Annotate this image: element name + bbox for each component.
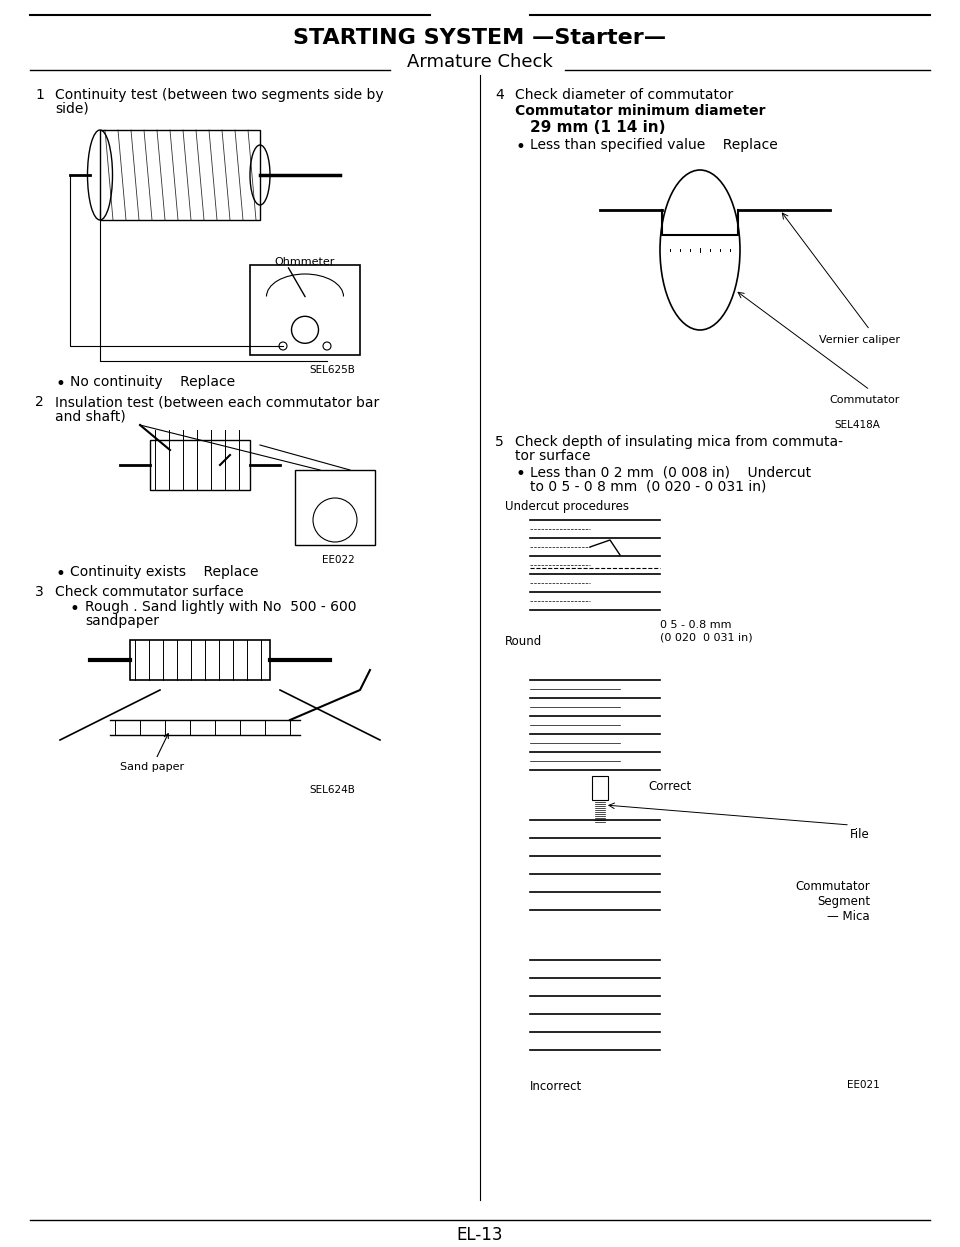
- Bar: [150, 440, 250, 490]
- Text: Incorrect: Incorrect: [530, 1080, 583, 1094]
- Text: Commutator: Commutator: [829, 395, 900, 405]
- Text: EE021: EE021: [848, 1080, 880, 1090]
- Text: •: •: [515, 138, 525, 156]
- Text: Ohmmeter: Ohmmeter: [275, 257, 335, 267]
- Text: sandpaper: sandpaper: [85, 614, 159, 628]
- Text: File: File: [851, 828, 870, 840]
- Text: (0 020  0 031 in): (0 020 0 031 in): [660, 633, 753, 643]
- Text: Check commutator surface: Check commutator surface: [55, 585, 244, 599]
- Text: side): side): [55, 102, 88, 116]
- Text: Less than specified value    Replace: Less than specified value Replace: [530, 138, 778, 152]
- Text: No continuity    Replace: No continuity Replace: [70, 375, 235, 389]
- Text: •: •: [55, 565, 65, 584]
- Text: EL-13: EL-13: [457, 1226, 503, 1245]
- Bar: [100, 130, 260, 219]
- Text: Sand paper: Sand paper: [120, 733, 184, 772]
- Bar: [295, 470, 375, 545]
- Text: 1: 1: [35, 89, 44, 102]
- Bar: [592, 776, 608, 801]
- Text: Correct: Correct: [648, 781, 691, 793]
- Text: Continuity exists    Replace: Continuity exists Replace: [70, 565, 258, 579]
- Text: Rough . Sand lightly with No  500 - 600: Rough . Sand lightly with No 500 - 600: [85, 600, 356, 614]
- Text: tor surface: tor surface: [515, 449, 590, 463]
- Text: 29 mm (1 14 in): 29 mm (1 14 in): [530, 120, 665, 135]
- Text: Segment: Segment: [817, 895, 870, 908]
- Text: Less than 0 2 mm  (0 008 in)    Undercut: Less than 0 2 mm (0 008 in) Undercut: [530, 465, 811, 479]
- Text: Insulation test (between each commutator bar: Insulation test (between each commutator…: [55, 395, 379, 409]
- Text: •: •: [55, 375, 65, 393]
- Text: to 0 5 - 0 8 mm  (0 020 - 0 031 in): to 0 5 - 0 8 mm (0 020 - 0 031 in): [530, 479, 766, 493]
- Text: Commutator: Commutator: [795, 880, 870, 893]
- Text: SEL625B: SEL625B: [309, 365, 355, 375]
- Text: 2: 2: [35, 395, 44, 409]
- Text: •: •: [70, 600, 80, 619]
- Text: Continuity test (between two segments side by: Continuity test (between two segments si…: [55, 89, 384, 102]
- Text: Commutator minimum diameter: Commutator minimum diameter: [515, 104, 765, 118]
- Text: Armature Check: Armature Check: [407, 54, 553, 71]
- Text: Vernier caliper: Vernier caliper: [819, 335, 900, 345]
- Text: SEL418A: SEL418A: [834, 420, 880, 430]
- Text: •: •: [515, 465, 525, 483]
- Text: 3: 3: [35, 585, 44, 599]
- Bar: [250, 266, 360, 355]
- Text: STARTING SYSTEM —Starter—: STARTING SYSTEM —Starter—: [294, 27, 666, 47]
- Text: 4: 4: [495, 89, 504, 102]
- Text: 5: 5: [495, 435, 504, 449]
- Text: Check diameter of commutator: Check diameter of commutator: [515, 89, 733, 102]
- Text: Round: Round: [505, 635, 542, 648]
- Text: and shaft): and shaft): [55, 409, 126, 423]
- Text: — Mica: — Mica: [828, 910, 870, 923]
- Text: Undercut procedures: Undercut procedures: [505, 500, 629, 513]
- Text: EE022: EE022: [323, 555, 355, 565]
- Text: Check depth of insulating mica from commuta-: Check depth of insulating mica from comm…: [515, 435, 843, 449]
- Bar: [130, 640, 270, 680]
- Text: 0 5 - 0.8 mm: 0 5 - 0.8 mm: [660, 620, 732, 630]
- Text: SEL624B: SEL624B: [309, 786, 355, 796]
